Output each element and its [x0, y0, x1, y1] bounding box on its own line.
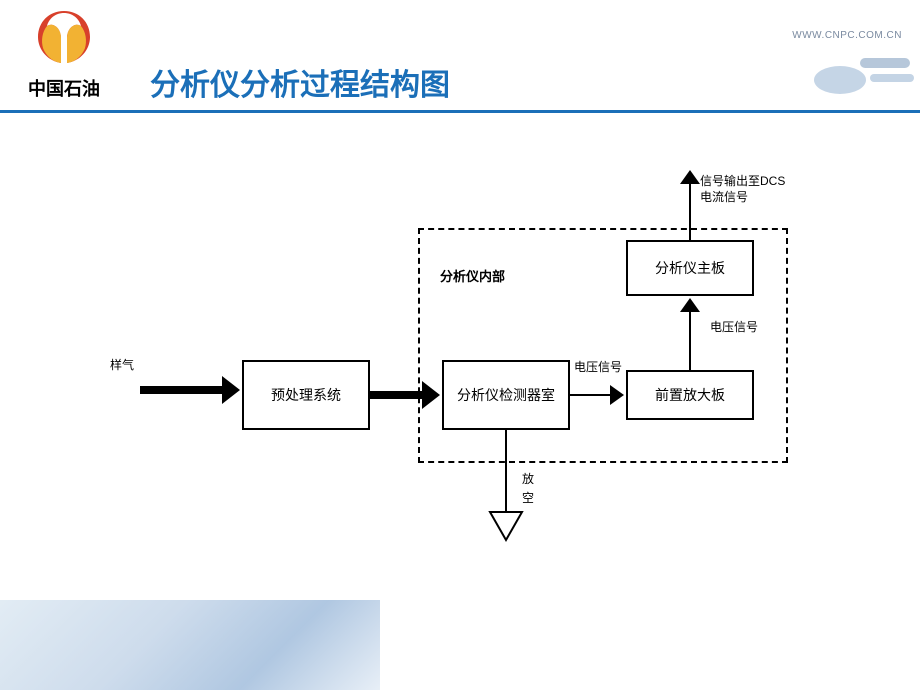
label-dcs2: 电流信号: [700, 190, 748, 206]
label-vent_t: 放 空: [522, 470, 534, 508]
label-sample: 样气: [110, 358, 134, 374]
node-preamp: 前置放大板: [626, 370, 754, 420]
footer-image: [0, 600, 380, 690]
header: 中国石油 分析仪分析过程结构图 WWW.CNPC.COM.CN: [0, 0, 920, 113]
node-label-detector: 分析仪检测器室: [457, 385, 555, 405]
arrow-sample_in: [120, 370, 260, 410]
label-dcs1: 信号输出至DCS: [700, 174, 785, 190]
cnpc-logo-icon: [35, 8, 93, 66]
label-volt2: 电压信号: [710, 320, 758, 336]
node-detector: 分析仪检测器室: [442, 360, 570, 430]
header-decor: [800, 40, 920, 100]
analyzer-internal-label: 分析仪内部: [440, 266, 505, 285]
logo-text: 中国石油: [28, 75, 100, 101]
node-mainboard: 分析仪主板: [626, 240, 754, 296]
node-label-pretreat: 预处理系统: [271, 385, 341, 405]
page-title: 分析仪分析过程结构图: [150, 60, 450, 104]
node-pretreat: 预处理系统: [242, 360, 370, 430]
label-volt1: 电压信号: [574, 360, 622, 376]
flowchart: 分析仪内部预处理系统分析仪检测器室前置放大板分析仪主板样气电压信号电压信号信号输…: [0, 120, 920, 620]
node-label-mainboard: 分析仪主板: [655, 258, 725, 278]
arrow-vent: [486, 410, 526, 560]
node-label-preamp: 前置放大板: [655, 385, 725, 405]
logo: 中国石油: [28, 8, 100, 101]
